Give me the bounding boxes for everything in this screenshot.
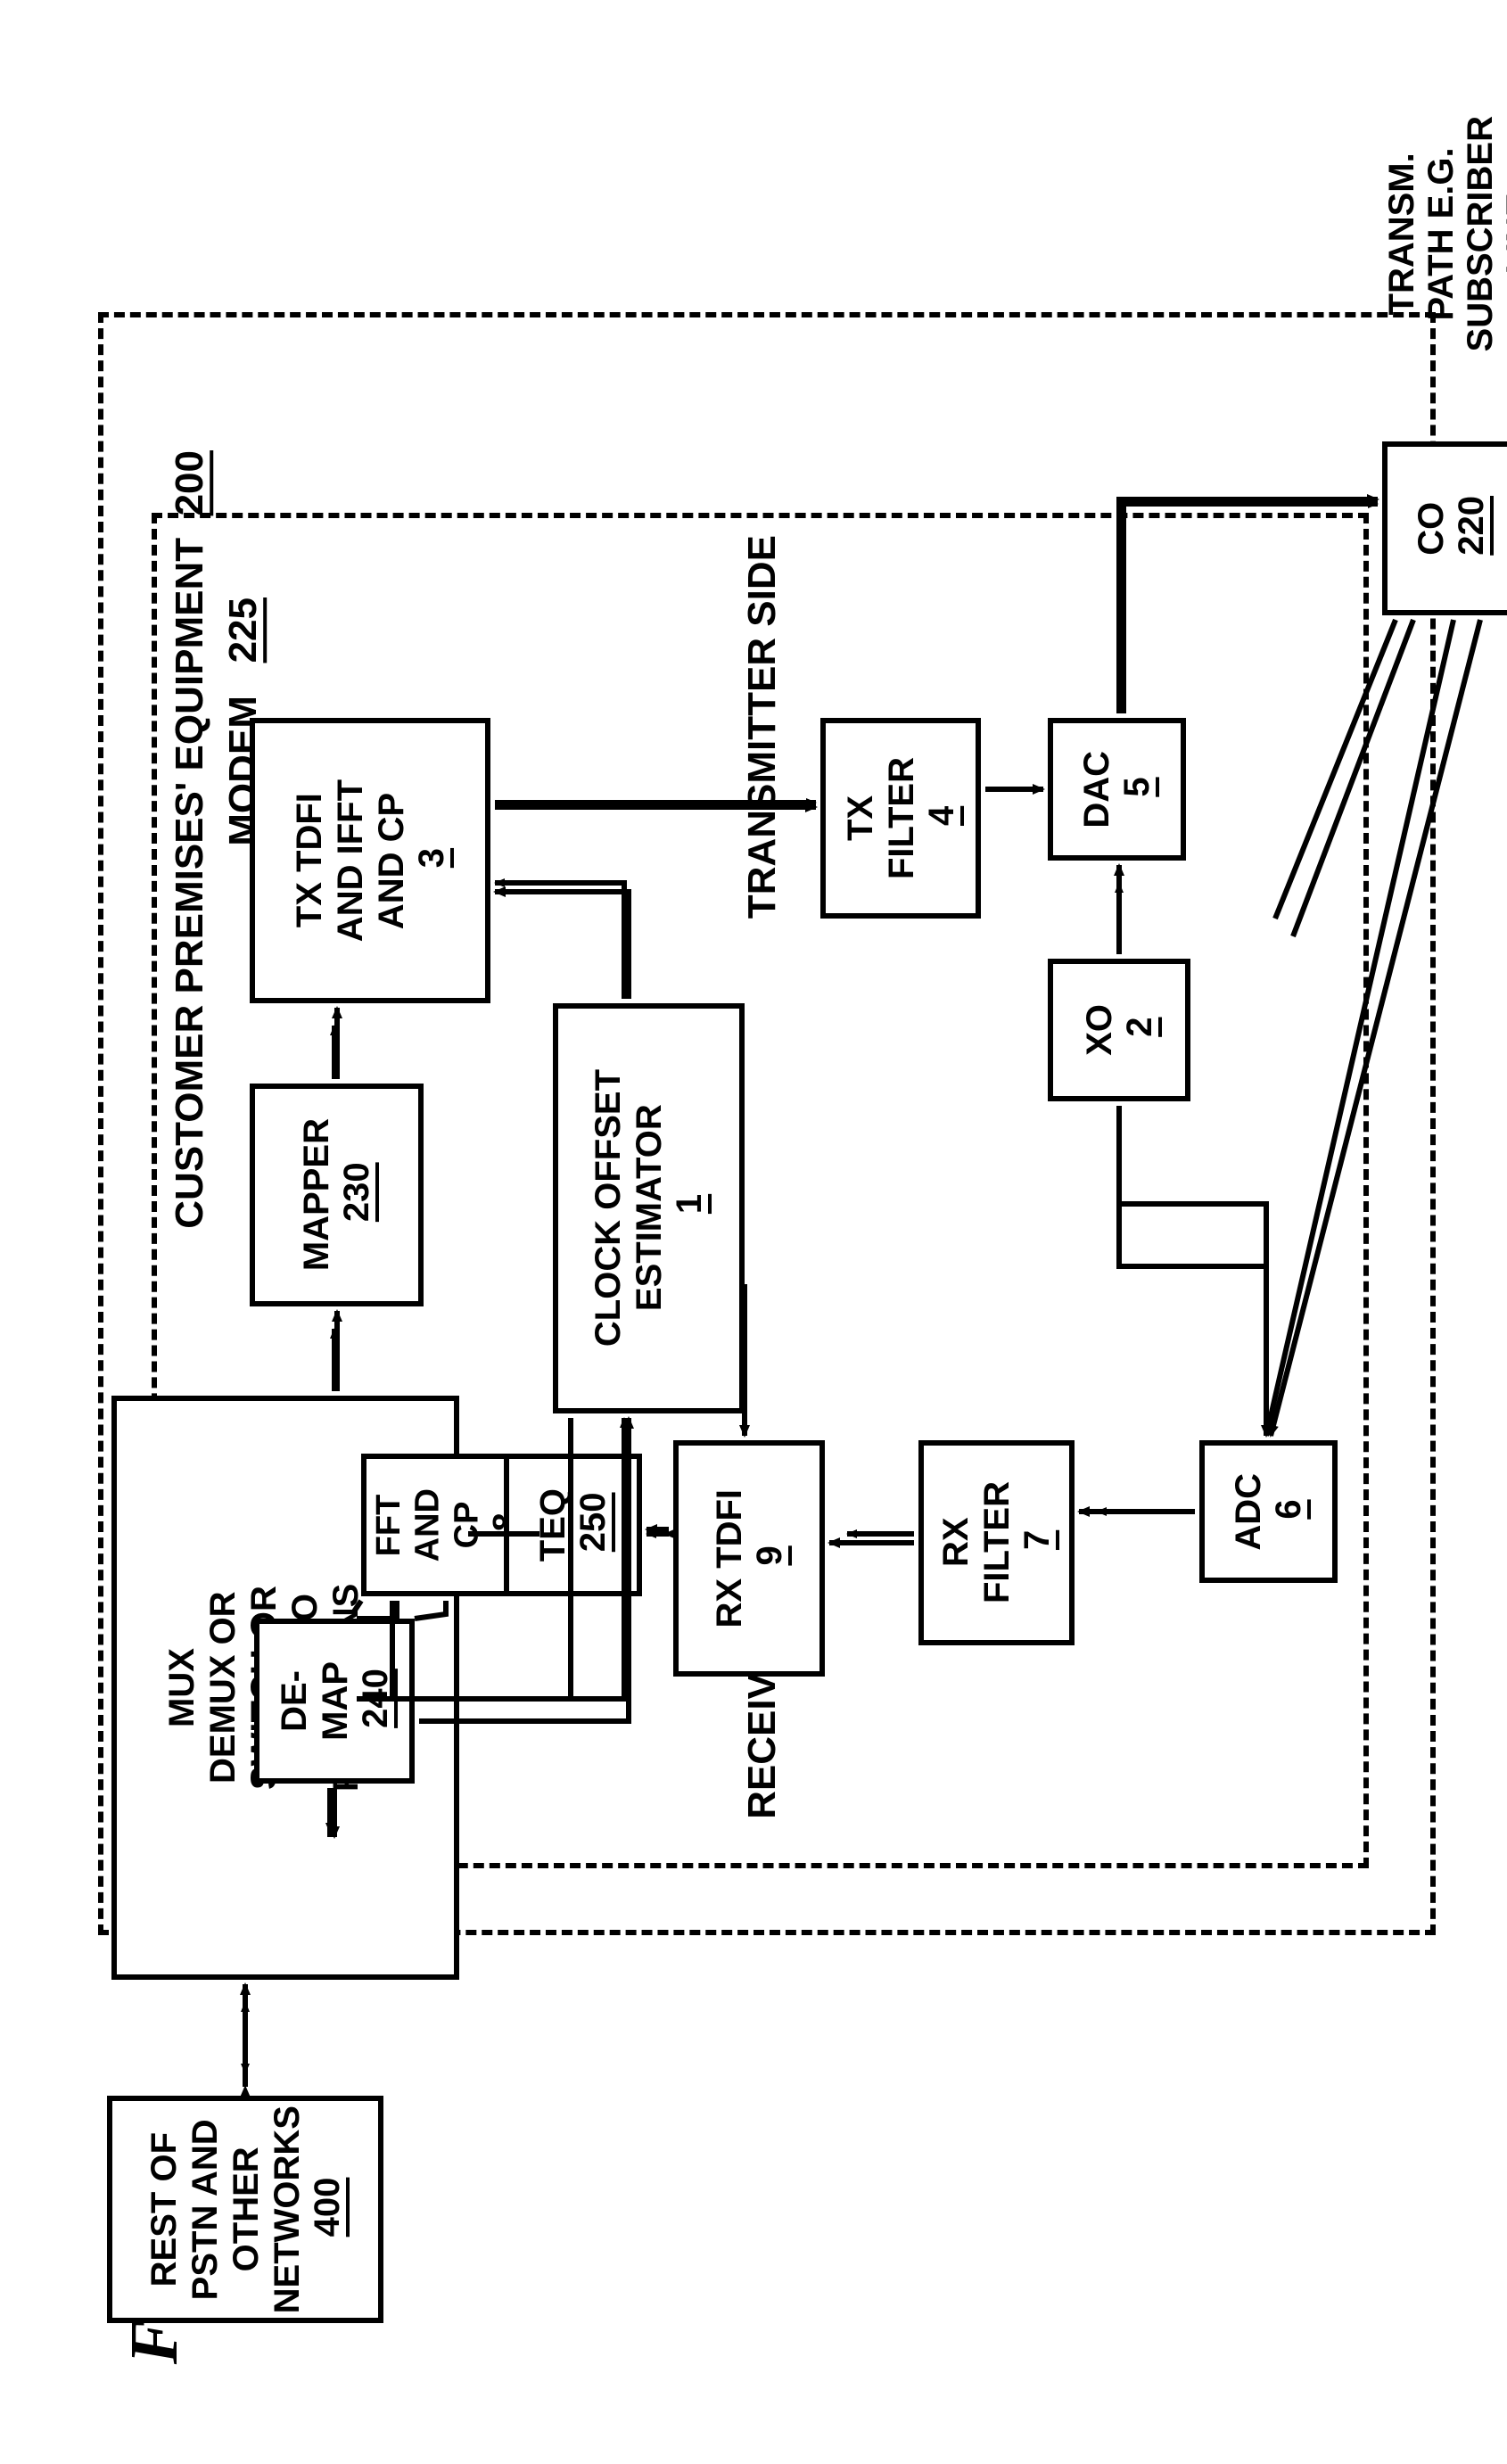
arrows-main (0, 0, 1507, 2464)
